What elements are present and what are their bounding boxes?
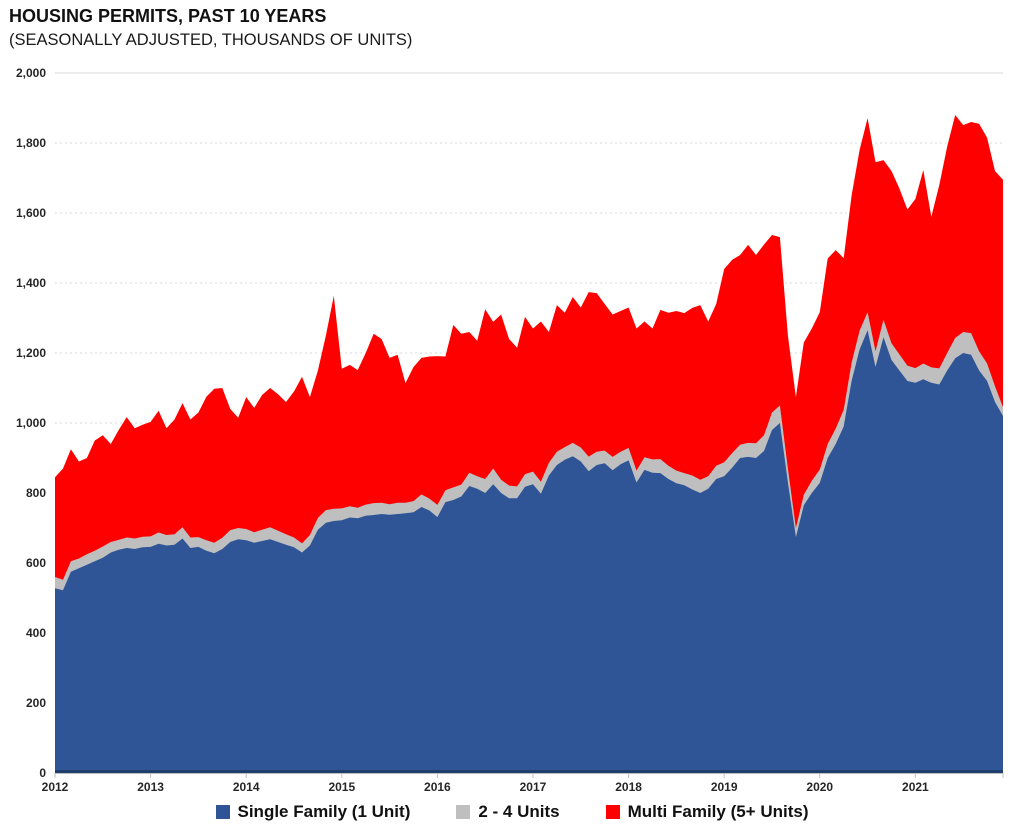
x-axis-label: 2020 xyxy=(806,780,833,794)
x-axis-label: 2015 xyxy=(328,780,355,794)
legend-item-single-family: Single Family (1 Unit) xyxy=(215,802,411,822)
legend-item-2-4-units: 2 - 4 Units xyxy=(456,802,560,822)
x-axis-label: 2017 xyxy=(520,780,547,794)
legend-label-multi-family: Multi Family (5+ Units) xyxy=(627,802,809,821)
area-single-family xyxy=(55,330,1003,773)
y-axis-label: 600 xyxy=(26,556,46,570)
x-axis-label: 2018 xyxy=(615,780,642,794)
legend-swatch-single-family xyxy=(215,805,230,819)
y-axis-label: 200 xyxy=(26,696,46,710)
chart-title: HOUSING PERMITS, PAST 10 YEARS xyxy=(9,6,327,26)
legend: Single Family (1 Unit) 2 - 4 Units Multi… xyxy=(0,802,1024,822)
legend-swatch-2-4-units xyxy=(456,805,471,819)
chart-subtitle: (SEASONALLY ADJUSTED, THOUSANDS OF UNITS… xyxy=(9,31,413,49)
legend-item-multi-family: Multi Family (5+ Units) xyxy=(605,802,809,822)
legend-swatch-multi-family xyxy=(605,805,620,819)
x-axis-label: 2019 xyxy=(711,780,738,794)
x-axis-label: 2016 xyxy=(424,780,451,794)
y-axis-label: 400 xyxy=(26,626,46,640)
x-axis-label: 2021 xyxy=(902,780,929,794)
y-axis-label: 0 xyxy=(39,766,46,780)
y-axis-label: 1,200 xyxy=(16,346,46,360)
y-axis-label: 800 xyxy=(26,486,46,500)
legend-label-single-family: Single Family (1 Unit) xyxy=(237,802,411,821)
y-axis-label: 1,600 xyxy=(16,206,46,220)
x-axis-label: 2012 xyxy=(42,780,69,794)
legend-label-2-4-units: 2 - 4 Units xyxy=(478,802,560,821)
y-axis-label: 1,000 xyxy=(16,416,46,430)
y-axis-label: 1,800 xyxy=(16,136,46,150)
y-axis-label: 2,000 xyxy=(16,66,46,80)
chart-svg: 0 200 400 600 800 1,000 1,200 1,400 1,600 1,800 2,… xyxy=(16,66,1004,794)
y-axis-label: 1,400 xyxy=(16,276,46,290)
x-axis-label: 2014 xyxy=(233,780,260,794)
x-axis-label: 2013 xyxy=(137,780,164,794)
